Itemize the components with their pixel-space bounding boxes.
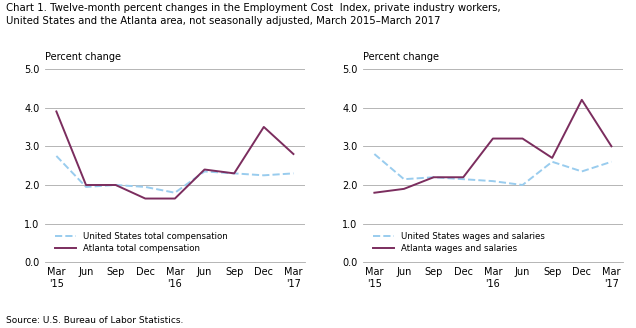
Atlanta wages and salaries <box>519 136 527 140</box>
Text: Source: U.S. Bureau of Labor Statistics.: Source: U.S. Bureau of Labor Statistics. <box>6 316 184 325</box>
United States total compensation <box>141 185 149 189</box>
United States total compensation <box>230 172 238 175</box>
Line: United States wages and salaries: United States wages and salaries <box>375 154 611 185</box>
Atlanta total compensation <box>289 152 297 156</box>
Legend: United States wages and salaries, Atlanta wages and salaries: United States wages and salaries, Atlant… <box>370 229 549 256</box>
Text: Percent change: Percent change <box>45 52 120 62</box>
Atlanta total compensation <box>53 110 60 113</box>
Text: Chart 1. Twelve-month percent changes in the Employment Cost  Index, private ind: Chart 1. Twelve-month percent changes in… <box>6 3 501 27</box>
Atlanta wages and salaries <box>430 175 438 179</box>
United States wages and salaries <box>371 152 378 156</box>
United States total compensation <box>82 185 90 189</box>
Text: Percent change: Percent change <box>363 52 438 62</box>
Legend: United States total compensation, Atlanta total compensation: United States total compensation, Atlant… <box>52 229 232 256</box>
Atlanta wages and salaries <box>489 136 497 140</box>
United States wages and salaries <box>430 175 438 179</box>
Atlanta wages and salaries <box>548 156 556 160</box>
Atlanta wages and salaries <box>578 98 586 102</box>
Atlanta wages and salaries <box>400 187 408 191</box>
United States wages and salaries <box>489 179 497 183</box>
Atlanta total compensation <box>141 196 149 200</box>
United States wages and salaries <box>459 177 467 181</box>
Atlanta wages and salaries <box>459 175 467 179</box>
United States total compensation <box>260 173 268 177</box>
Atlanta total compensation <box>82 183 90 187</box>
United States total compensation <box>201 170 209 174</box>
United States total compensation <box>112 183 120 187</box>
United States wages and salaries <box>548 160 556 164</box>
Line: United States total compensation: United States total compensation <box>57 156 293 193</box>
United States wages and salaries <box>519 183 527 187</box>
Atlanta wages and salaries <box>607 144 615 148</box>
Line: Atlanta wages and salaries: Atlanta wages and salaries <box>375 100 611 193</box>
United States wages and salaries <box>607 160 615 164</box>
Atlanta total compensation <box>230 172 238 175</box>
Line: Atlanta total compensation: Atlanta total compensation <box>57 112 293 198</box>
Atlanta total compensation <box>260 125 268 129</box>
United States total compensation <box>289 172 297 175</box>
United States wages and salaries <box>400 177 408 181</box>
Atlanta total compensation <box>201 168 209 172</box>
United States total compensation <box>53 154 60 158</box>
Atlanta total compensation <box>112 183 120 187</box>
Atlanta wages and salaries <box>371 191 378 195</box>
United States wages and salaries <box>578 170 586 174</box>
United States total compensation <box>171 191 179 195</box>
Atlanta total compensation <box>171 196 179 200</box>
